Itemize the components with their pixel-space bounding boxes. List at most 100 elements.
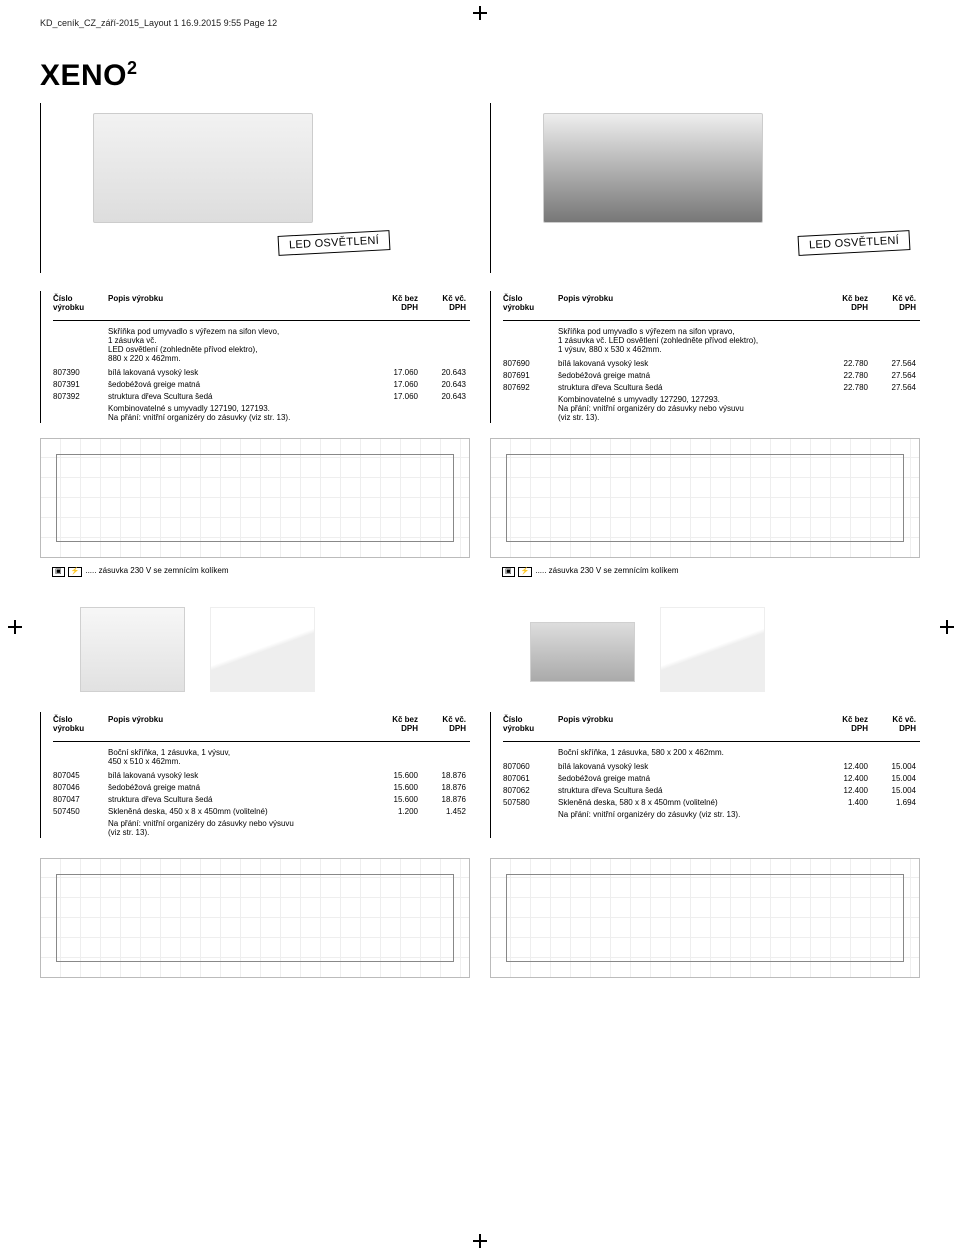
outro-text: Na přání: vnitřní organizéry do zásuvky … (558, 808, 824, 820)
hero-left: LED OSVĚTLENÍ (40, 103, 470, 273)
outro-text: Na přání: vnitřní organizéry do zásuvky … (108, 817, 374, 838)
cell-price-vc: 18.876 (422, 793, 470, 805)
cell-price-bez: 17.060 (374, 390, 422, 402)
table-row: 807046šedobéžová greige matná15.60018.87… (53, 781, 470, 793)
prod-img-left (40, 607, 470, 692)
product-image (93, 113, 313, 223)
table-body: Skříňka pod umyvadlo s výřezem na sifon … (503, 321, 920, 424)
product-images-2 (40, 607, 920, 692)
intro-text: Skříňka pod umyvadlo s výřezem na sifon … (558, 321, 824, 358)
hero-row: LED OSVĚTLENÍ LED OSVĚTLENÍ (40, 103, 920, 273)
cell-desc: šedobéžová greige matná (558, 772, 824, 784)
table-left: Číslo výrobku Popis výrobku Kč bez DPH K… (40, 291, 470, 423)
table-right: Číslo výrobku Popis výrobku Kč bez DPH K… (490, 291, 920, 423)
table-row: 807691šedobéžová greige matná22.78027.56… (503, 369, 920, 381)
table-row: Na přání: vnitřní organizéry do zásuvky … (53, 817, 470, 838)
hdr-pvc: Kč vč. DPH (872, 291, 920, 321)
cell-price-vc: 1.694 (872, 796, 920, 808)
cell-desc: struktura dřeva Scultura šedá (108, 793, 374, 805)
cell-price-bez: 12.400 (824, 760, 872, 772)
table-row: Na přání: vnitřní organizéry do zásuvky … (503, 808, 920, 820)
table-row: 807047struktura dřeva Scultura šedá15.60… (53, 793, 470, 805)
cell-code: 807691 (503, 369, 558, 381)
hdr-pbez: Kč bez DPH (374, 712, 422, 742)
hdr-code: Číslo výrobku (53, 712, 108, 742)
footnote-right: ▣⚡..... zásuvka 230 V se zemnícím kolíke… (490, 566, 920, 577)
table-row: 507450Skleněná deska, 450 x 8 x 450mm (v… (53, 805, 470, 817)
hdr-pbez: Kč bez DPH (824, 291, 872, 321)
cell-desc: šedobéžová greige matná (108, 781, 374, 793)
brand-title: XENO2 (40, 58, 920, 93)
hdr-desc: Popis výrobku (558, 291, 824, 321)
prod-img-right (490, 607, 920, 692)
cell-price-vc: 27.564 (872, 369, 920, 381)
cell-code: 807046 (53, 781, 108, 793)
hdr-desc: Popis výrobku (108, 291, 374, 321)
technical-drawing (490, 438, 920, 558)
cell-price-bez: 17.060 (374, 366, 422, 378)
product-image (80, 607, 185, 692)
table-row: Skříňka pod umyvadlo s výřezem na sifon … (503, 321, 920, 358)
cell-price-bez: 1.200 (374, 805, 422, 817)
footnote-text: ..... zásuvka 230 V se zemnícím kolíkem (535, 566, 678, 575)
table-row: Kombinovatelné s umyvadly 127290, 127293… (503, 393, 920, 423)
product-image (210, 607, 315, 692)
table-body: Boční skříňka, 1 zásuvka, 580 x 200 x 46… (503, 742, 920, 821)
technical-drawing (40, 438, 470, 558)
hdr-pvc: Kč vč. DPH (422, 291, 470, 321)
cell-price-vc: 27.564 (872, 357, 920, 369)
table-right: Číslo výrobku Popis výrobku Kč bez DPH K… (490, 712, 920, 838)
cell-desc: Skleněná deska, 580 x 8 x 450mm (volitel… (558, 796, 824, 808)
section2-tables: Číslo výrobku Popis výrobku Kč bez DPH K… (40, 712, 920, 838)
table-row: 507580Skleněná deska, 580 x 8 x 450mm (v… (503, 796, 920, 808)
cell-price-bez: 22.780 (824, 369, 872, 381)
hdr-pvc: Kč vč. DPH (422, 712, 470, 742)
table-row: Boční skříňka, 1 zásuvka, 1 výsuv, 450 x… (53, 742, 470, 770)
hdr-pbez: Kč bez DPH (824, 712, 872, 742)
cell-price-vc: 18.876 (422, 781, 470, 793)
crop-mark-icon (473, 6, 487, 20)
table-body: Boční skříňka, 1 zásuvka, 1 výsuv, 450 x… (53, 742, 470, 839)
cell-price-vc: 20.643 (422, 390, 470, 402)
intro-text: Skříňka pod umyvadlo s výřezem na sifon … (108, 321, 374, 367)
table-row: Skříňka pod umyvadlo s výřezem na sifon … (53, 321, 470, 367)
footnote-row: ▣⚡..... zásuvka 230 V se zemnícím kolíke… (40, 566, 920, 577)
cell-price-vc: 18.876 (422, 769, 470, 781)
cell-price-bez: 15.600 (374, 769, 422, 781)
hdr-code: Číslo výrobku (503, 712, 558, 742)
cell-desc: Skleněná deska, 450 x 8 x 450mm (volitel… (108, 805, 374, 817)
cell-desc: bílá lakovaná vysoký lesk (108, 366, 374, 378)
cell-code: 807047 (53, 793, 108, 805)
table-row: 807392struktura dřeva Scultura šedá17.06… (53, 390, 470, 402)
socket-icon: ▣ (502, 567, 515, 577)
hdr-desc: Popis výrobku (108, 712, 374, 742)
cell-code: 807690 (503, 357, 558, 369)
intro-text: Boční skříňka, 1 zásuvka, 1 výsuv, 450 x… (108, 742, 374, 770)
table-row: 807062struktura dřeva Scultura šedá12.40… (503, 784, 920, 796)
brand-sup: 2 (127, 58, 138, 78)
table-row: 807390bílá lakovaná vysoký lesk17.06020.… (53, 366, 470, 378)
cell-code: 807390 (53, 366, 108, 378)
hdr-desc: Popis výrobku (558, 712, 824, 742)
socket-icon: ▣ (52, 567, 65, 577)
cell-price-bez: 15.600 (374, 781, 422, 793)
table-row: 807061šedobéžová greige matná12.40015.00… (503, 772, 920, 784)
cell-price-bez: 1.400 (824, 796, 872, 808)
cell-code: 807392 (53, 390, 108, 402)
product-image (660, 607, 765, 692)
outro-text: Kombinovatelné s umyvadly 127190, 127193… (108, 402, 374, 423)
table-body: Skříňka pod umyvadlo s výřezem na sifon … (53, 321, 470, 424)
catalog-table: Číslo výrobku Popis výrobku Kč bez DPH K… (503, 712, 920, 820)
cell-price-bez: 17.060 (374, 378, 422, 390)
table-row: 807692struktura dřeva Scultura šedá22.78… (503, 381, 920, 393)
catalog-table: Číslo výrobku Popis výrobku Kč bez DPH K… (503, 291, 920, 423)
cell-price-bez: 22.780 (824, 357, 872, 369)
cell-desc: struktura dřeva Scultura šedá (558, 784, 824, 796)
cell-price-vc: 15.004 (872, 784, 920, 796)
cell-price-vc: 27.564 (872, 381, 920, 393)
cell-code: 807692 (503, 381, 558, 393)
led-badge: LED OSVĚTLENÍ (797, 230, 910, 256)
cell-price-vc: 1.452 (422, 805, 470, 817)
product-image (530, 622, 635, 682)
hero-right: LED OSVĚTLENÍ (490, 103, 920, 273)
